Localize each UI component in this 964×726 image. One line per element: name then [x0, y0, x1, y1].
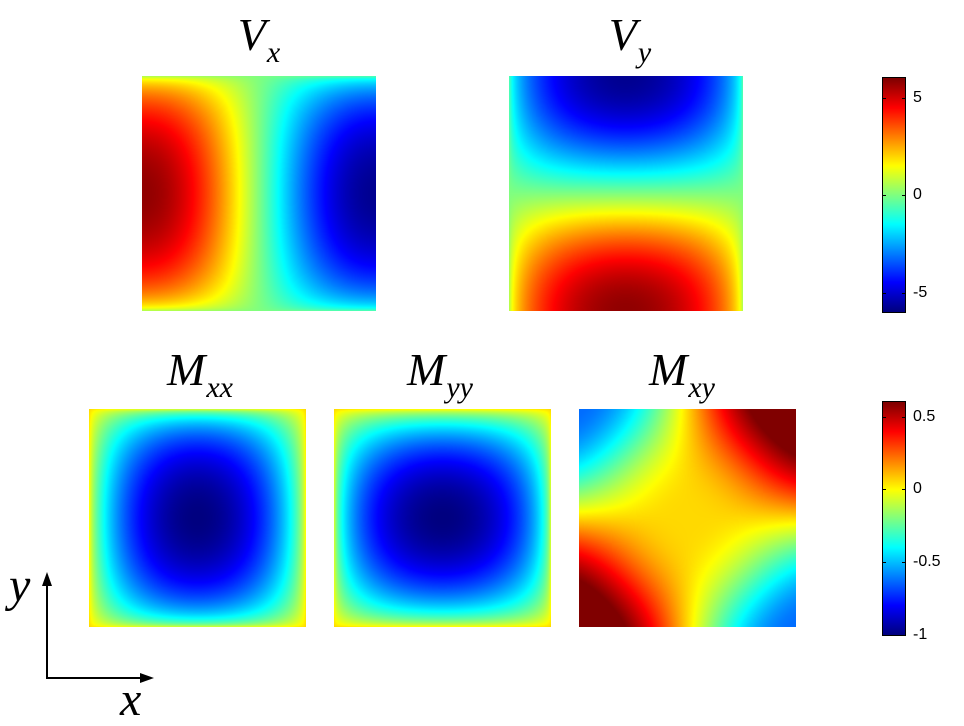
- colorbar-tick-mark: [882, 97, 886, 99]
- colorbar-tick-mark: [902, 97, 906, 99]
- x-axis-label: x: [120, 673, 142, 726]
- colorbar-tick-label: 0: [913, 480, 922, 498]
- heatmap-vy-canvas: [509, 76, 743, 311]
- heatmap-mxx-canvas: [89, 409, 306, 627]
- title-myy: Myy: [407, 347, 473, 403]
- title-vx: Vx: [238, 12, 280, 68]
- heatmap-vx: [142, 76, 376, 311]
- colorbar-tick-label: -0.5: [913, 553, 941, 571]
- heatmap-mxy-canvas: [579, 409, 796, 627]
- title-mxy: Mxy: [649, 347, 715, 403]
- colorbar-tick-mark: [882, 195, 886, 196]
- colorbar-tick-mark: [902, 292, 906, 294]
- title-mxy-main: M: [649, 344, 688, 395]
- colorbar-velocity-canvas: [883, 78, 905, 312]
- title-myy-main: M: [407, 344, 446, 395]
- axes-indicator: [42, 572, 154, 683]
- heatmap-vx-canvas: [142, 76, 376, 311]
- title-mxy-sub: xy: [688, 371, 715, 404]
- colorbar-moment: [882, 401, 906, 636]
- colorbar-tick-mark: [882, 416, 886, 418]
- colorbar-tick-mark: [882, 562, 886, 564]
- title-mxx: Mxx: [167, 347, 233, 403]
- colorbar-moment-canvas: [883, 402, 905, 635]
- title-vy-main: V: [608, 9, 637, 60]
- colorbar-tick-mark: [882, 635, 886, 636]
- x-axis-arrowhead: [140, 673, 154, 683]
- heatmap-vy: [509, 76, 743, 311]
- heatmap-mxx: [89, 409, 306, 627]
- colorbar-tick-label: -5: [913, 283, 928, 301]
- title-vx-main: V: [237, 9, 266, 60]
- title-vx-sub: x: [266, 36, 281, 69]
- colorbar-tick-mark: [882, 292, 886, 294]
- colorbar-tick-mark: [902, 195, 906, 196]
- colorbar-tick-label: 5: [913, 88, 922, 106]
- heatmap-myy-canvas: [334, 409, 551, 627]
- colorbar-tick-mark: [902, 416, 906, 418]
- colorbar-tick-mark: [882, 489, 886, 491]
- title-vy: Vy: [609, 12, 651, 68]
- colorbar-tick-mark: [902, 489, 906, 491]
- heatmap-mxy: [579, 409, 796, 627]
- y-axis-arrowhead: [42, 572, 52, 586]
- colorbar-tick-label: 0: [913, 186, 922, 203]
- y-axis-label: y: [9, 559, 31, 612]
- colorbar-tick-mark: [902, 635, 906, 636]
- title-vy-sub: y: [637, 36, 652, 69]
- colorbar-tick-label: 0.5: [913, 407, 936, 425]
- title-myy-sub: yy: [446, 371, 473, 404]
- heatmap-myy: [334, 409, 551, 627]
- title-mxx-sub: xx: [206, 371, 233, 404]
- title-mxx-main: M: [167, 344, 206, 395]
- colorbar-tick-label: -1: [913, 626, 928, 643]
- colorbar-tick-mark: [902, 562, 906, 564]
